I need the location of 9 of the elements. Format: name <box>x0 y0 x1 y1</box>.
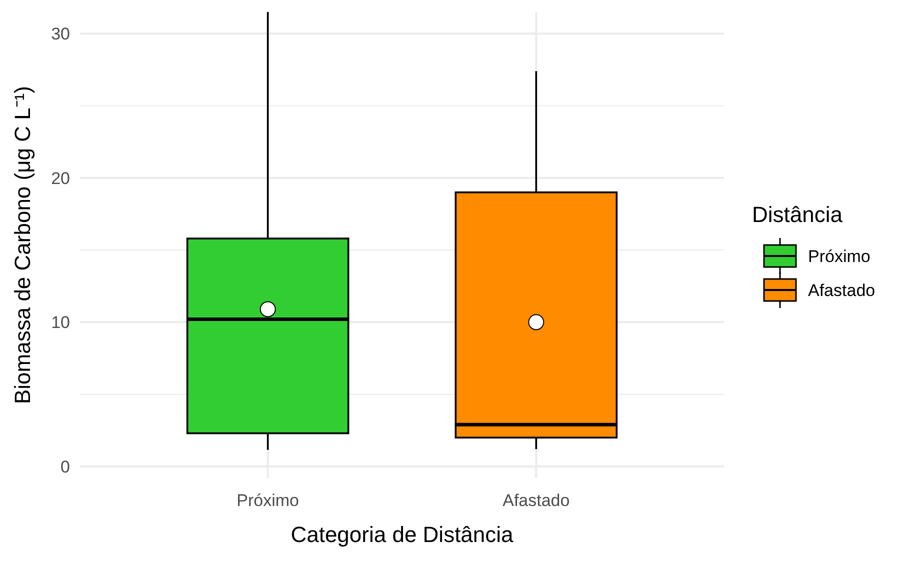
legend-title: Distância <box>752 202 844 227</box>
x-axis-title: Categoria de Distância <box>290 522 514 547</box>
y-tick-label: 0 <box>60 457 70 476</box>
legend-label: Próximo <box>808 246 870 266</box>
legend-label: Afastado <box>808 280 876 300</box>
y-axis-title: Biomassa de Carbono (μg C L⁻¹) <box>10 86 35 404</box>
y-tick-label: 30 <box>51 24 70 44</box>
y-tick-label: 10 <box>51 313 70 332</box>
y-tick-label: 20 <box>51 168 70 188</box>
